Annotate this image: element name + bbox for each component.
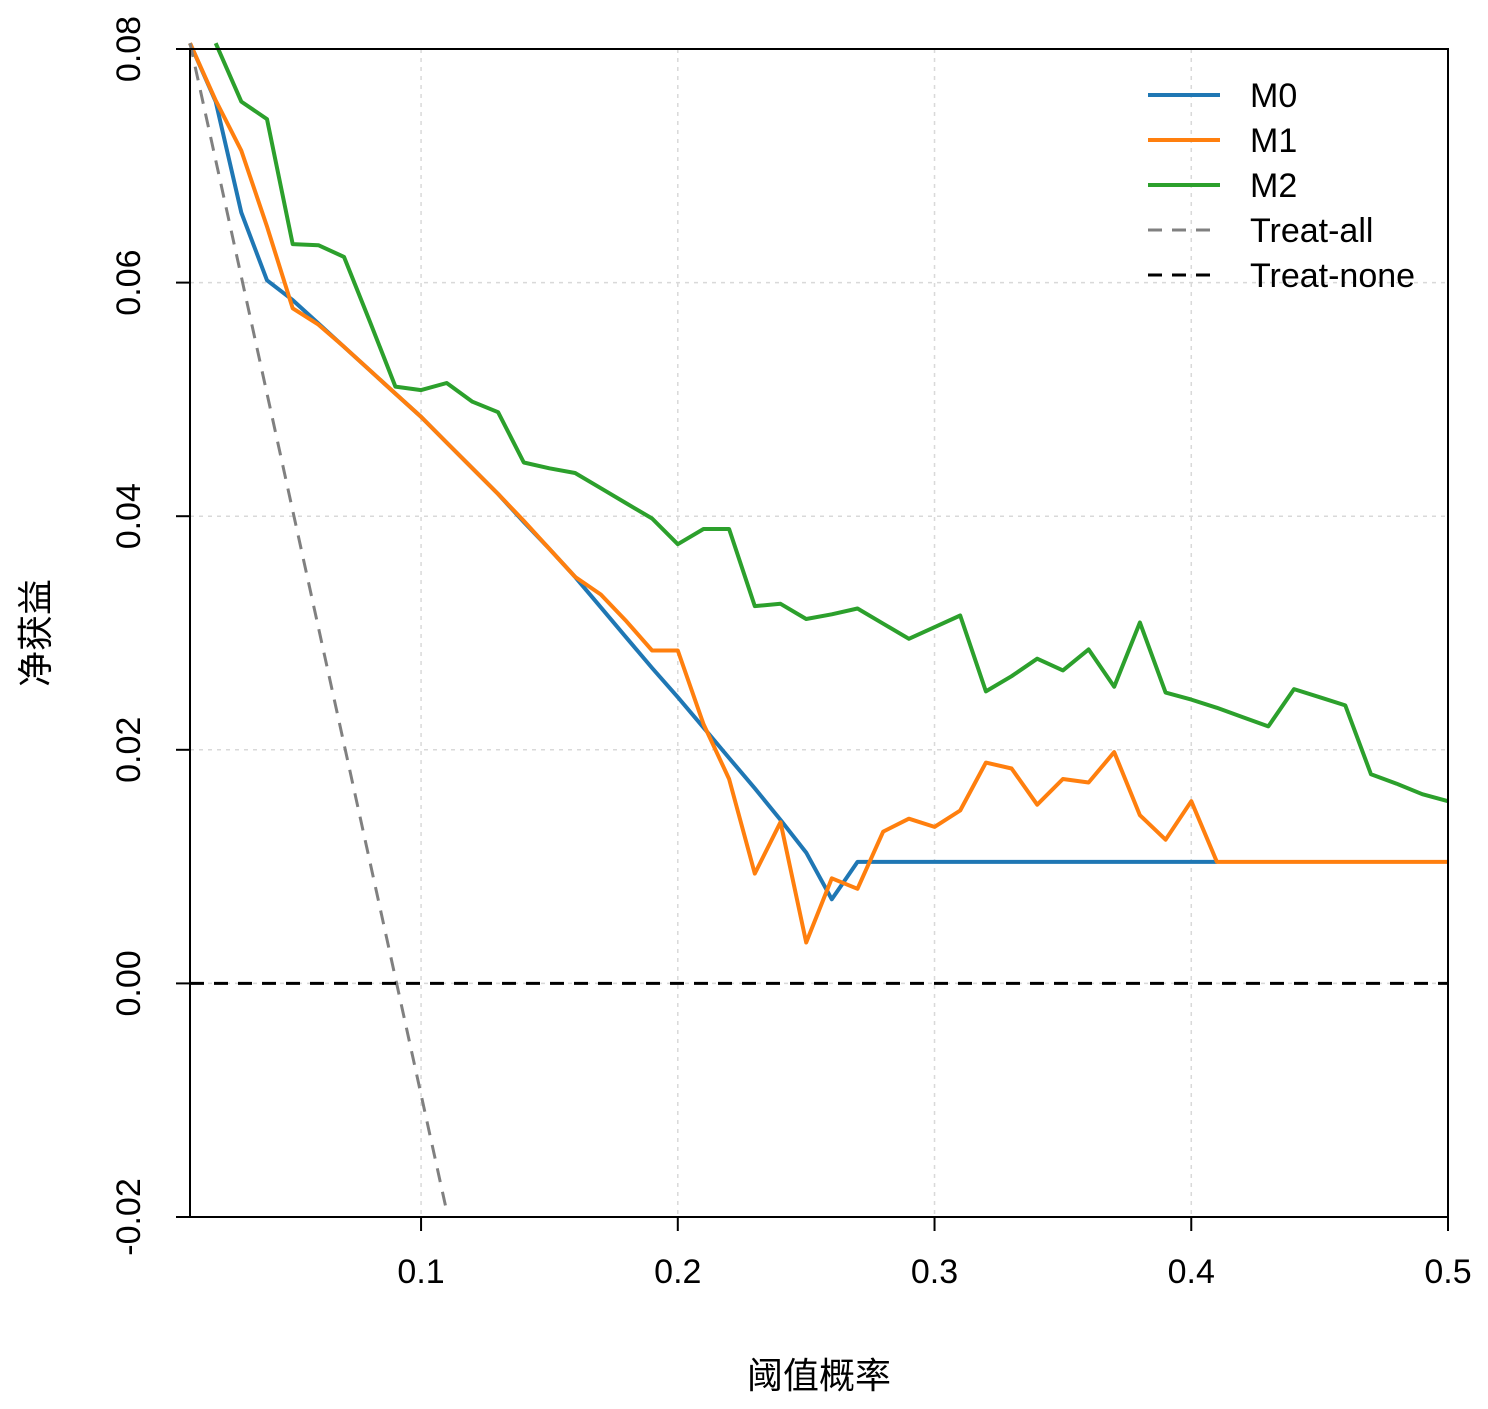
- x-tick-label: 0.2: [654, 1253, 701, 1291]
- legend-label-treat-none: Treat-none: [1250, 257, 1415, 295]
- legend: M0 M1 M2 Treat-all Treat-none: [1148, 77, 1415, 295]
- series-line-m1: [188, 42, 1448, 945]
- y-tick-label: 0.00: [110, 950, 148, 1016]
- legend-label-m0: M0: [1250, 77, 1297, 115]
- y-tick-label: 0.08: [110, 16, 148, 82]
- y-tick-label: 0.04: [110, 483, 148, 549]
- legend-label-m1: M1: [1250, 122, 1297, 160]
- y-tick-label: 0.02: [110, 717, 148, 783]
- legend-label-m2: M2: [1250, 167, 1297, 205]
- x-axis: 0.1 0.2 0.3 0.4 0.5: [397, 1217, 1472, 1291]
- y-tick-label: -0.02: [110, 1178, 148, 1256]
- y-tick-label: 0.06: [110, 250, 148, 316]
- x-axis-label: 阈值概率: [747, 1356, 891, 1397]
- series-line-m2: [213, 42, 1449, 804]
- x-tick-label: 0.3: [911, 1253, 958, 1291]
- y-axis: -0.02 0.00 0.02 0.04 0.06 0.08: [110, 16, 190, 1256]
- series-line-treat-all: [188, 42, 449, 1212]
- series-line-m0: [188, 42, 1217, 902]
- x-tick-label: 0.4: [1168, 1253, 1215, 1291]
- x-tick-label: 0.5: [1424, 1253, 1471, 1291]
- plot-border: [189, 48, 1449, 1218]
- x-tick-label: 0.1: [397, 1253, 444, 1291]
- series-lines: [188, 42, 1449, 1212]
- y-axis-label: 净获益: [16, 579, 57, 687]
- legend-label-treat-all: Treat-all: [1250, 212, 1373, 250]
